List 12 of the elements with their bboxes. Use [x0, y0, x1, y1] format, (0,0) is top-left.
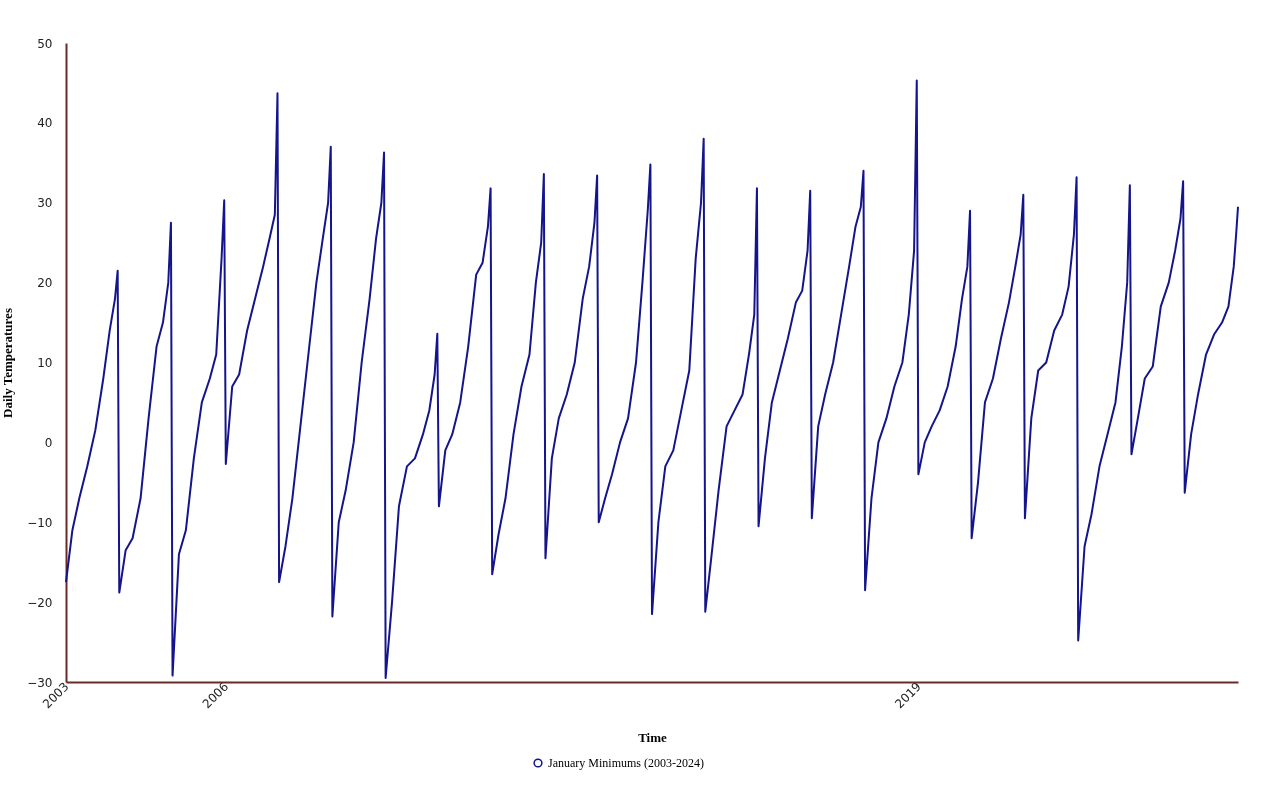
legend-label: January Minimums (2003-2024) — [548, 756, 704, 770]
x-axis-title: Time — [638, 730, 668, 746]
y-tick-label: 10 — [37, 356, 53, 370]
y-tick-label: −20 — [27, 595, 53, 610]
y-tick-label: 50 — [37, 36, 53, 51]
y-tick-label: 0 — [44, 435, 53, 450]
y-tick-label: 20 — [37, 276, 53, 291]
y-axis-title: Daily Temperatures — [0, 308, 16, 418]
y-tick-label: 30 — [37, 196, 53, 211]
y-tick-label: −10 — [27, 515, 53, 530]
y-tick-label: 40 — [37, 116, 53, 131]
line-series — [65, 79, 1239, 680]
